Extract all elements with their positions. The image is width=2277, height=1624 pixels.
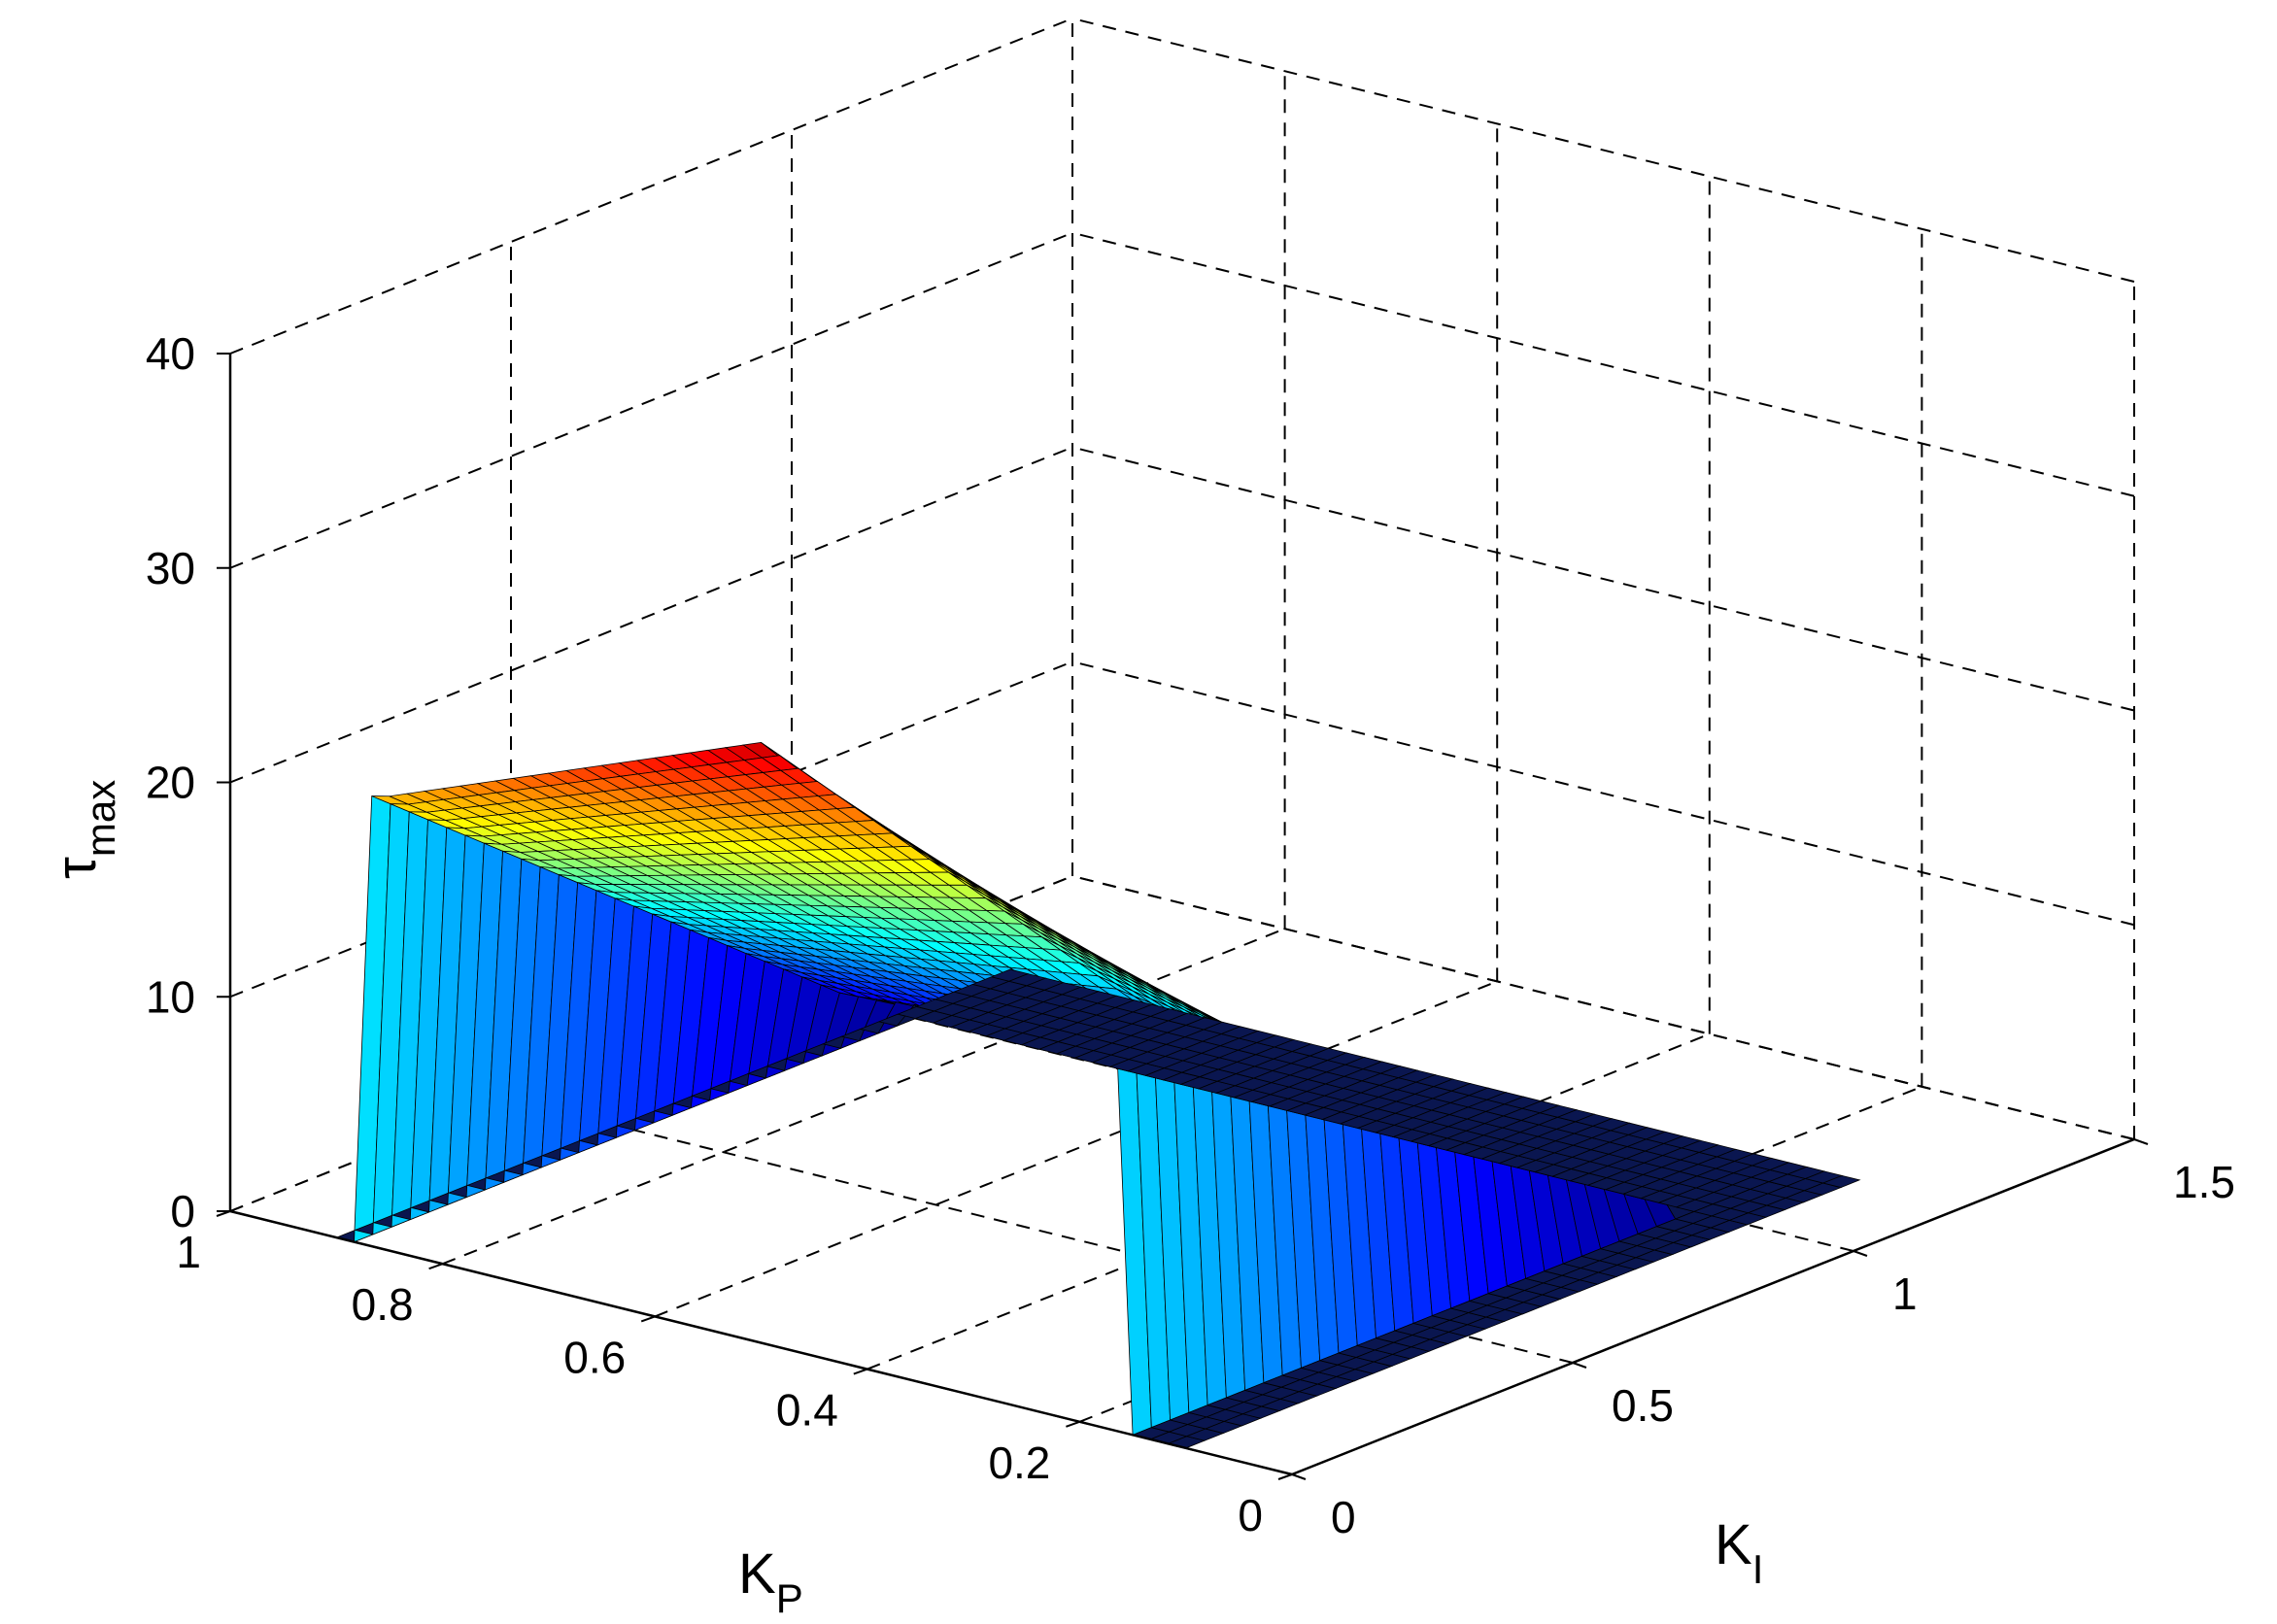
y-tick-mark	[1291, 1473, 1307, 1480]
floor-grid-kp	[654, 980, 1498, 1318]
x-tick-label: 1	[176, 1227, 201, 1277]
x-tick-label: 0.2	[988, 1438, 1050, 1488]
z-tick-label: 0	[170, 1186, 195, 1236]
surface	[334, 741, 1861, 1449]
y-tick-mark	[1852, 1250, 1868, 1257]
x-tick-mark	[1277, 1473, 1293, 1480]
x-axis-line	[229, 1209, 1293, 1476]
x-tick-mark	[640, 1315, 656, 1323]
x-tick-label: 0	[1238, 1490, 1263, 1540]
x-tick-label: 0.4	[776, 1385, 838, 1436]
wall-ki-max-horizontal	[1071, 231, 2135, 497]
wall-ki-max-horizontal	[1071, 875, 2135, 1140]
surface-patch	[1821, 1174, 1861, 1188]
z-tick-label: 10	[146, 971, 195, 1022]
wall-ki-max-horizontal	[1071, 446, 2135, 712]
wall-kp1-horizontal	[229, 446, 1073, 784]
z-axis-label: τmax	[45, 780, 123, 879]
y-tick-label: 0.5	[1612, 1380, 1674, 1431]
wall-ki-max-horizontal	[1071, 660, 2135, 927]
axes	[216, 353, 2149, 1480]
x-tick-label: 0.8	[352, 1279, 414, 1330]
y-tick-label: 0	[1331, 1492, 1356, 1542]
y-axis-line	[1291, 1137, 2135, 1476]
y-tick-mark	[2133, 1138, 2149, 1145]
floor-grid-ki	[510, 1099, 1574, 1364]
x-tick-label: 0.6	[563, 1332, 626, 1382]
y-tick-label: 1.5	[2173, 1157, 2235, 1207]
x-tick-mark	[428, 1263, 443, 1270]
wall-kp1-horizontal	[229, 231, 1073, 569]
z-tick-label: 40	[146, 328, 195, 379]
y-axis-label: KI	[1715, 1513, 1763, 1592]
wall-kp1-horizontal	[229, 17, 1073, 355]
x-axis-label: KP	[738, 1542, 803, 1621]
x-tick-mark	[1066, 1420, 1080, 1428]
y-tick-mark	[1572, 1362, 1587, 1369]
z-tick-label: 20	[146, 758, 195, 808]
wall-ki-max-horizontal	[1071, 17, 2135, 283]
x-tick-mark	[853, 1368, 868, 1375]
y-tick-label: 1	[1892, 1269, 1918, 1319]
z-tick-label: 30	[146, 543, 195, 593]
